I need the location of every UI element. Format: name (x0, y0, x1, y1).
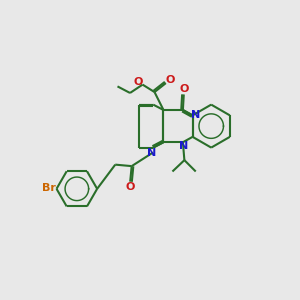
Text: N: N (179, 141, 188, 152)
Text: O: O (125, 182, 135, 192)
Text: N: N (147, 148, 156, 158)
Text: Br: Br (42, 183, 56, 193)
Text: O: O (165, 75, 175, 85)
Text: N: N (191, 110, 200, 120)
Text: O: O (134, 77, 143, 87)
Text: O: O (180, 84, 189, 94)
